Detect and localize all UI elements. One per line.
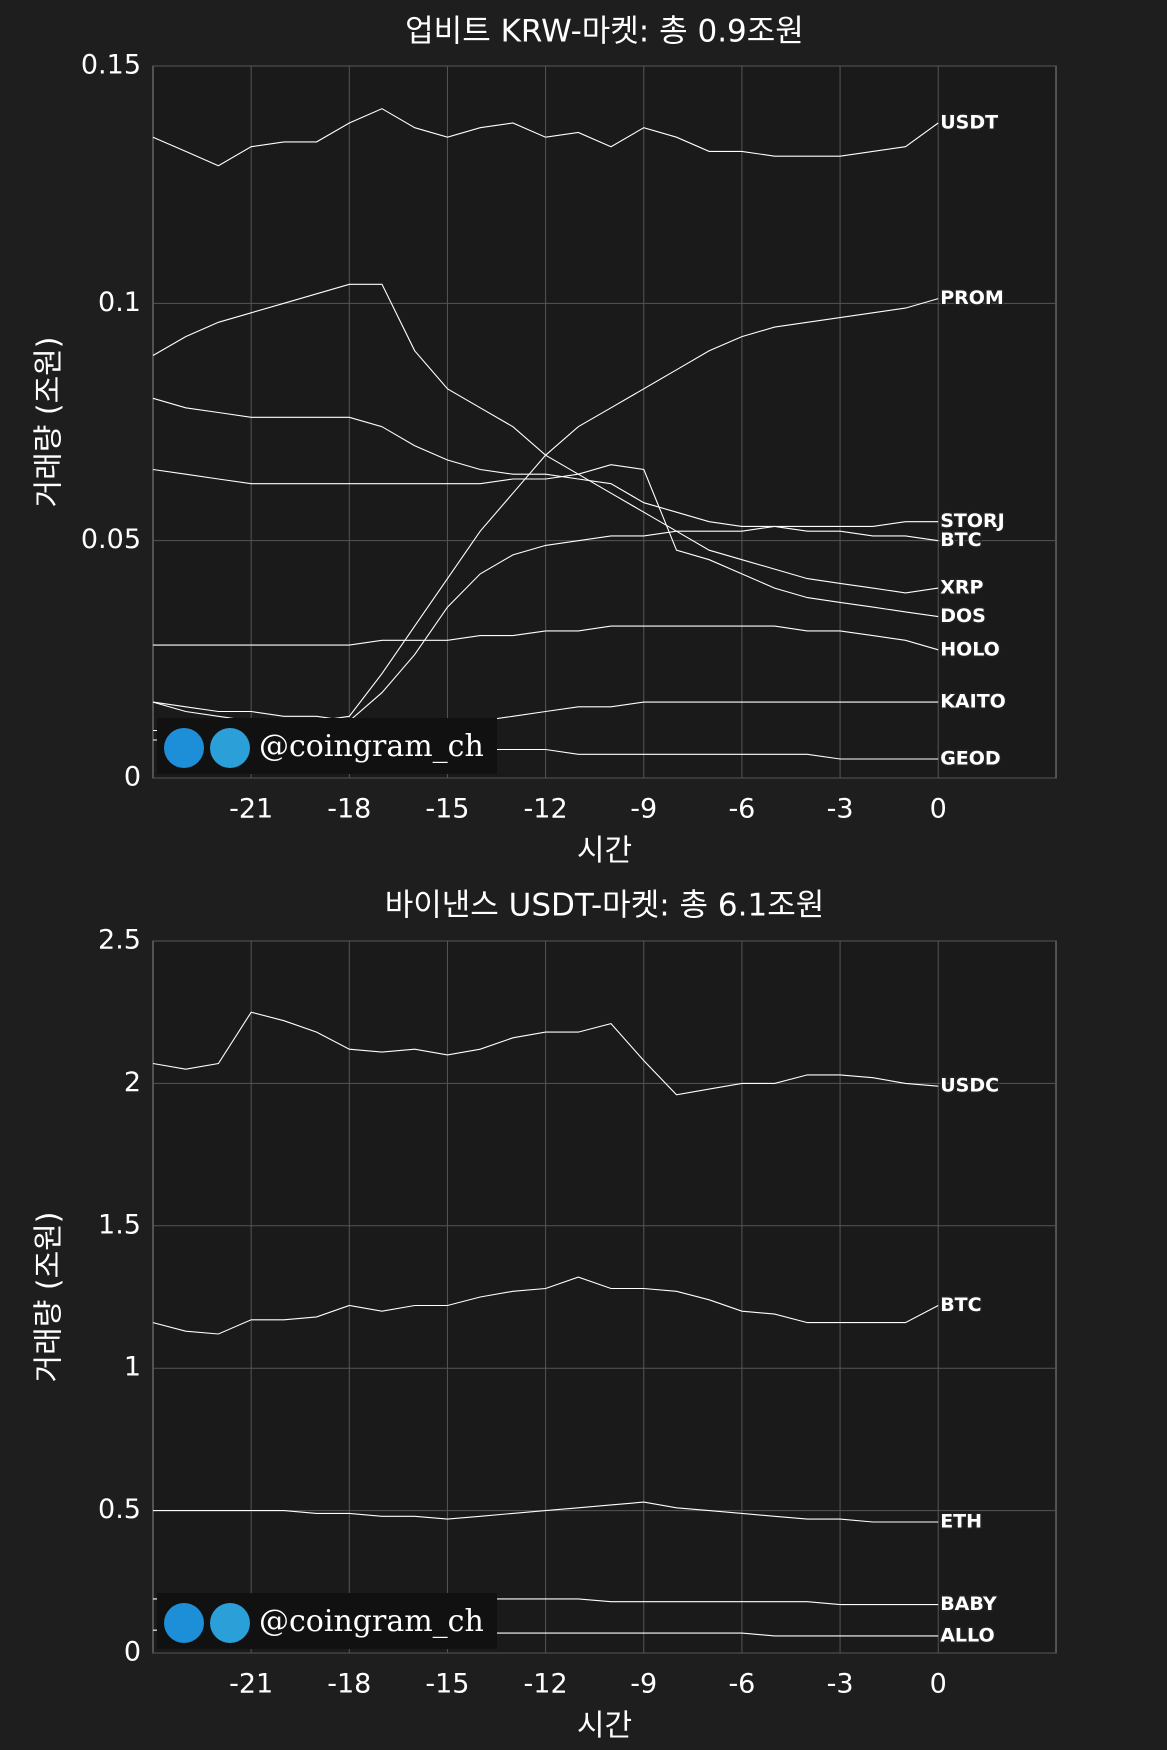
x-tick-label: -15 [425, 1669, 469, 1700]
x-axis-label: 시간 [577, 1709, 632, 1744]
y-axis-label: 거래량 (조원) [32, 337, 67, 508]
y-tick-label: 0.5 [98, 1494, 141, 1525]
y-tick-label: 0.1 [98, 287, 141, 318]
series-line [152, 397, 939, 542]
y-tick-label: 0 [124, 762, 141, 793]
y-tick-label: 0.05 [81, 524, 141, 555]
watermark: @coingram_ch [259, 1604, 484, 1639]
twitter-icon [164, 1603, 204, 1643]
x-tick-label: 0 [930, 1669, 947, 1700]
series-label: DOS [940, 605, 986, 627]
series-line [152, 283, 939, 594]
x-tick-label: -15 [425, 794, 469, 825]
y-axis-label: 거래량 (조원) [32, 1212, 67, 1383]
series-label: PROM [940, 287, 1004, 309]
y-tick-label: 0.15 [81, 50, 141, 81]
telegram-icon [210, 728, 250, 768]
plot-area [152, 940, 1057, 1654]
chart-title: 바이낸스 USDT-마켓: 총 6.1조원 [385, 888, 825, 924]
watermark: @coingram_ch [259, 729, 484, 764]
telegram-icon [210, 1603, 250, 1643]
x-tick-label: -12 [524, 794, 568, 825]
series-label: KAITO [940, 691, 1006, 713]
y-tick-label: 2 [124, 1067, 141, 1098]
series-label: USDC [940, 1075, 999, 1097]
y-tick-label: 0 [124, 1637, 141, 1668]
series-line [152, 701, 939, 727]
series-label: ALLO [940, 1624, 994, 1646]
x-axis-label: 시간 [577, 834, 632, 869]
series-line [152, 108, 939, 167]
series-line [152, 1276, 939, 1335]
series-label: BABY [940, 1593, 997, 1615]
x-tick-label: -9 [630, 1669, 657, 1700]
chart-title: 업비트 KRW-마켓: 총 0.9조원 [405, 14, 804, 50]
series-label: GEOD [940, 748, 1001, 770]
series-label: USDT [940, 111, 998, 133]
x-tick-label: 0 [930, 794, 947, 825]
series-line [153, 625, 939, 651]
x-tick-label: -12 [524, 1669, 568, 1700]
x-tick-label: -6 [728, 1669, 755, 1700]
x-tick-label: -18 [327, 794, 371, 825]
twitter-icon [164, 728, 204, 768]
x-tick-label: -21 [229, 1669, 273, 1700]
series-line [153, 1501, 939, 1523]
x-tick-label: -6 [728, 794, 755, 825]
series-label: BTC [940, 1294, 981, 1316]
y-tick-label: 2.5 [98, 925, 141, 956]
series-label: BTC [940, 529, 981, 551]
plot-area [152, 65, 1057, 779]
series-line [152, 1011, 939, 1096]
x-tick-label: -21 [229, 794, 273, 825]
x-tick-label: -3 [827, 1669, 854, 1700]
series-label: STORJ [940, 510, 1005, 532]
x-tick-label: -18 [327, 1669, 371, 1700]
y-tick-label: 1.5 [98, 1209, 141, 1240]
y-tick-label: 1 [124, 1352, 141, 1383]
x-tick-label: -9 [630, 794, 657, 825]
series-line [152, 464, 939, 618]
series-label: HOLO [940, 638, 1000, 660]
x-tick-label: -3 [827, 794, 854, 825]
series-label: XRP [940, 577, 983, 599]
series-label: ETH [940, 1510, 982, 1532]
